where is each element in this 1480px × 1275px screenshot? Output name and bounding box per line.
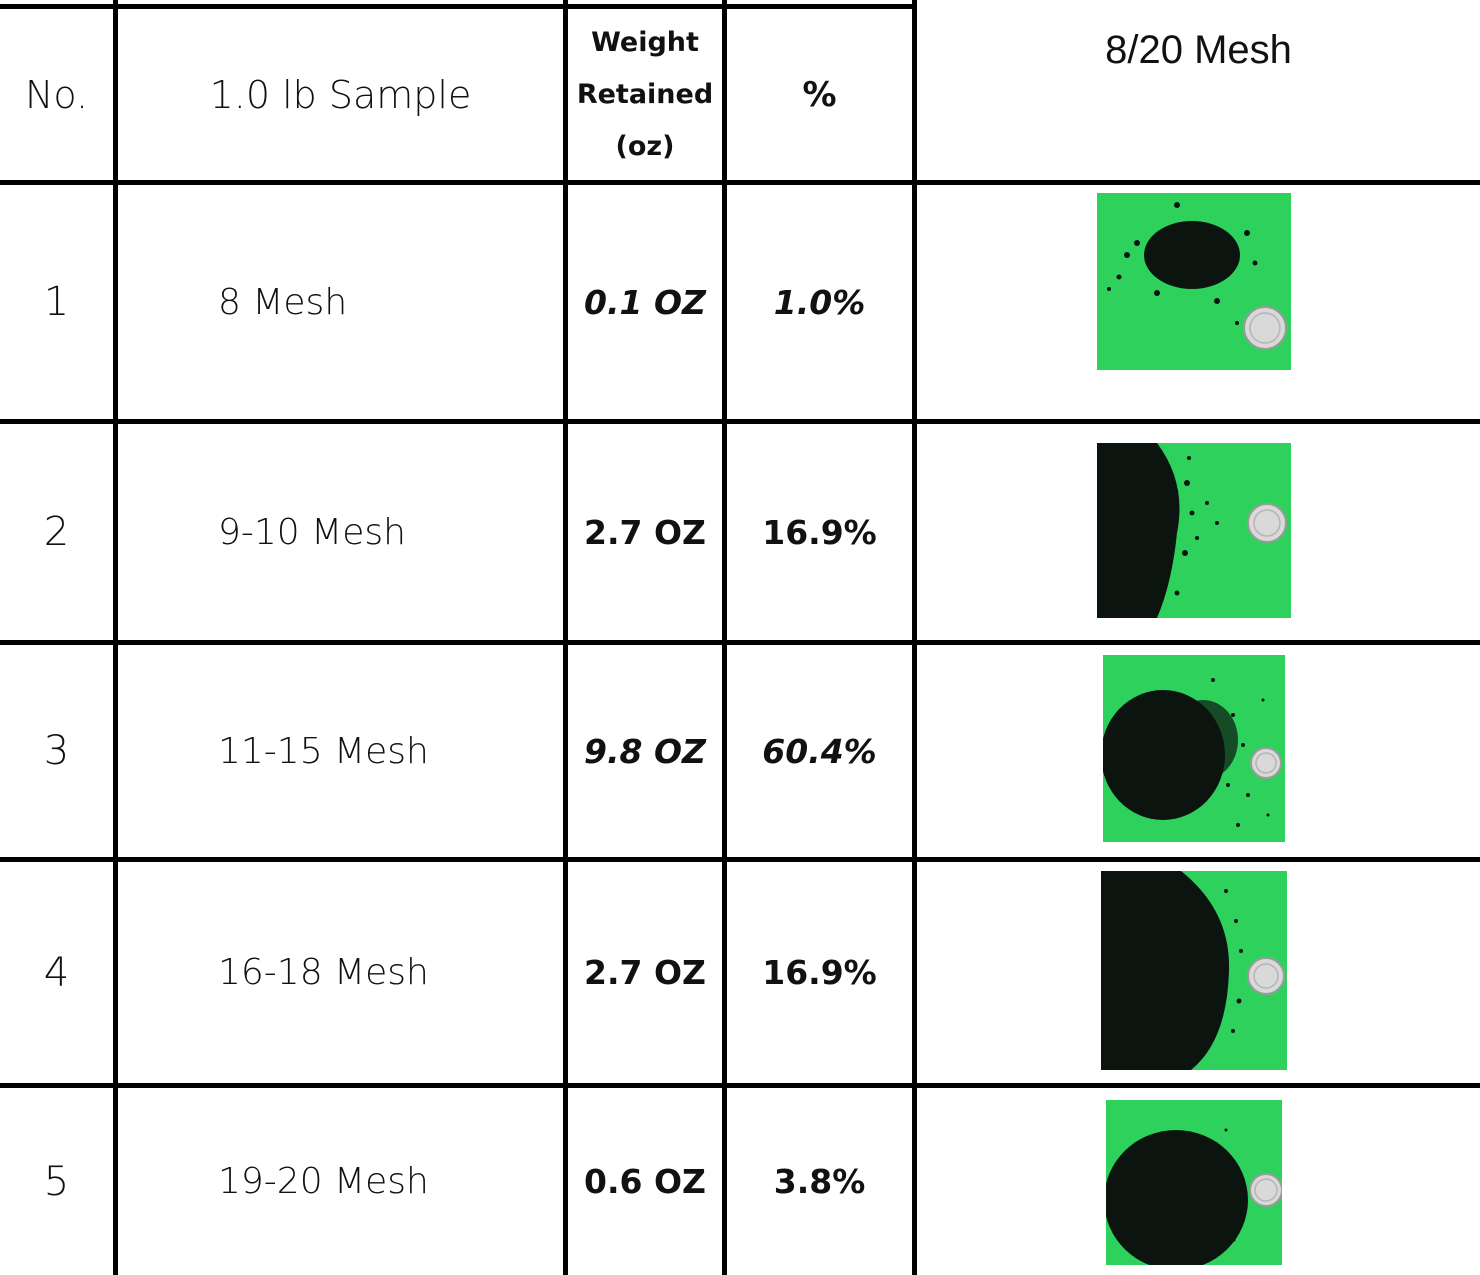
row-3-sample: 11-15 Mesh xyxy=(218,730,429,772)
row-2-sample: 9-10 Mesh xyxy=(218,511,406,553)
grid-line-h4 xyxy=(0,857,1480,862)
row-1-number: 1 xyxy=(43,279,70,325)
row-2-number: 2 xyxy=(43,509,70,555)
header-weight-retained: Weight Retained (oz) xyxy=(568,9,722,180)
header-percent: % xyxy=(802,74,837,115)
row-1-percent: 1.0% xyxy=(773,282,866,322)
grid-line-h1 xyxy=(0,180,1480,185)
header-sample: 1.0 lb Sample xyxy=(209,72,472,117)
grid-line-top xyxy=(0,4,917,9)
header-weight-line3: (oz) xyxy=(615,130,675,162)
row-4-weight: 2.7 OZ xyxy=(584,953,706,992)
header-no: No. xyxy=(24,72,89,117)
row-2-weight: 2.7 OZ xyxy=(584,512,706,552)
sample-photo-19-20-mesh xyxy=(1106,1100,1282,1265)
sample-photo-16-18-mesh xyxy=(1101,871,1287,1070)
row-4-sample: 16-18 Mesh xyxy=(218,952,429,993)
grid-line-h2 xyxy=(0,419,1480,424)
header-weight-line1: Weight xyxy=(591,26,699,58)
row-3-weight: 9.8 OZ xyxy=(584,731,706,771)
sample-photo-8-mesh xyxy=(1097,193,1291,370)
sample-photo-9-10-mesh xyxy=(1097,443,1291,618)
row-4-percent: 16.9% xyxy=(762,953,877,992)
grid-line-v4 xyxy=(912,0,917,1275)
sample-photo-11-15-mesh xyxy=(1103,655,1285,842)
grid-line-h3 xyxy=(0,640,1480,645)
row-1-sample: 8 Mesh xyxy=(218,281,348,323)
row-5-number: 5 xyxy=(43,1158,70,1205)
row-1-weight: 0.1 OZ xyxy=(584,282,706,322)
grid-line-v1 xyxy=(113,0,118,1275)
grid-line-v2 xyxy=(563,0,568,1275)
row-3-percent: 60.4% xyxy=(762,731,877,771)
header-mesh-title: 8/20 Mesh xyxy=(1105,27,1292,72)
row-2-percent: 16.9% xyxy=(762,512,877,552)
row-3-number: 3 xyxy=(43,728,70,774)
grid-line-h5 xyxy=(0,1083,1480,1088)
row-5-weight: 0.6 OZ xyxy=(584,1162,706,1201)
header-weight-line2: Retained xyxy=(576,78,714,110)
row-4-number: 4 xyxy=(43,949,70,996)
row-5-sample: 19-20 Mesh xyxy=(218,1161,429,1202)
row-5-percent: 3.8% xyxy=(773,1162,866,1201)
grid-line-v3 xyxy=(722,0,727,1275)
